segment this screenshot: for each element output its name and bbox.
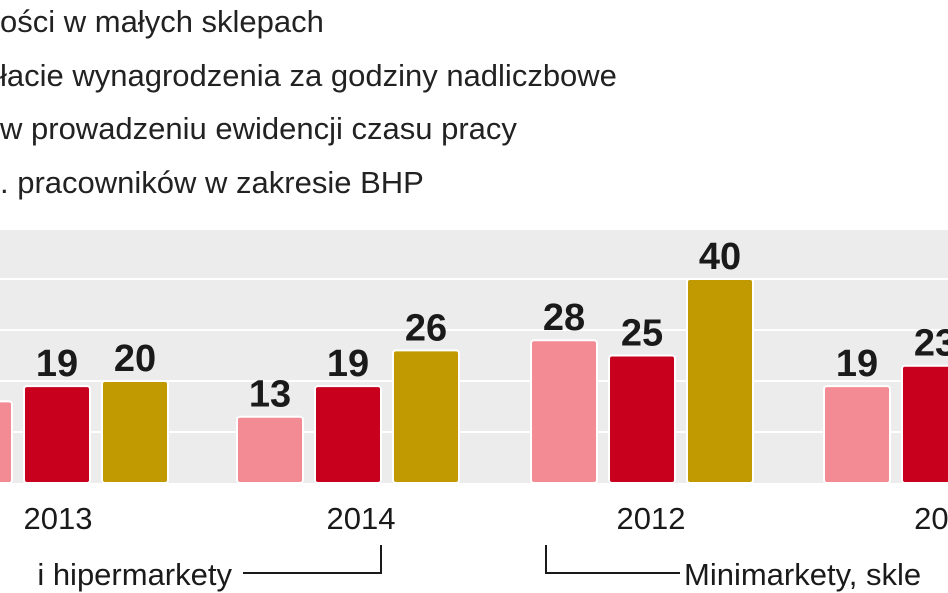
legend-item-4: . pracowników w zakresie BHP [0,165,424,200]
value-label-2012-series-3: 40 [699,236,741,278]
bars [0,278,948,485]
value-label-2014-series-2: 19 [327,343,369,385]
year-label-2014: 2014 [327,501,396,536]
bracket-right [545,545,680,574]
value-label-2014-series-1: 13 [249,374,291,416]
year-label-201: 201 [914,501,948,536]
value-label-2012-series-1: 28 [543,297,585,339]
legend-item-2: łacie wynagrodzenia za godziny nadliczbo… [0,58,617,93]
bar-2013-series-3 [101,380,169,484]
group-label-minimarkety: Minimarkety, skle [684,557,921,592]
legend-item-3: w prowadzeniu ewidencji czasu pracy [0,111,517,146]
value-label-2014-series-3: 26 [405,307,447,349]
value-label-201-series-2: 23 [914,323,948,365]
bar-2012-series-3 [686,278,754,484]
year-label-2013: 2013 [24,501,93,536]
value-labels: 719201319262825401923 [36,236,948,416]
value-label-201-series-1: 19 [836,343,878,385]
group-labels: i hipermarkety Minimarkety, skle [37,545,921,592]
legend-item-1: ości w małych sklepach [0,4,324,39]
bar-2014-series-2 [314,385,382,485]
bar-201-series-2 [901,364,948,484]
bracket-left [243,545,382,574]
bar-2013-series-2 [23,385,91,485]
year-label-2012: 2012 [617,501,686,536]
group-label-hipermarkety: i hipermarkety [37,557,232,592]
bar-2014-series-1 [236,415,304,485]
bar-2012-series-2 [608,354,676,484]
value-label-2012-series-2: 25 [621,313,663,355]
bar-201-series-1 [823,385,891,485]
bar-2013-series-1 [0,400,13,484]
value-label-2013-series-3: 20 [114,338,156,380]
year-labels: 2013 2014 2012 201 [24,501,948,536]
bar-2014-series-3 [392,349,460,484]
bar-2012-series-1 [530,339,598,485]
value-label-2013-series-2: 19 [36,343,78,385]
